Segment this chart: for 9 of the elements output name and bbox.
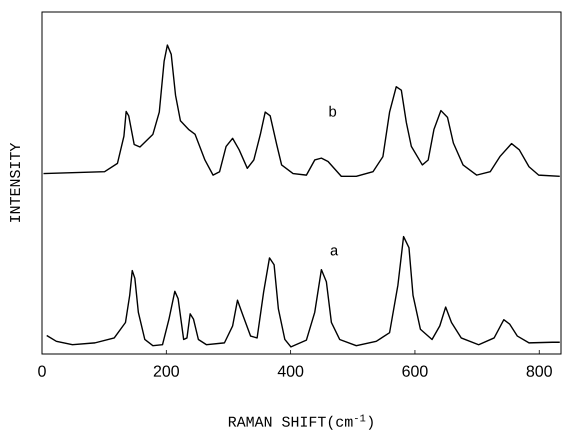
x-tick-label: 0 [38,366,46,377]
x-tick-label: 600 [402,366,428,377]
x-tick-label: 800 [526,366,552,377]
x-tick-label: 200 [154,366,179,377]
x-axis-title: RAMAN SHIFT(cm$^{-1}$) [228,414,373,430]
y-axis-title: INTENSITY [10,142,20,222]
x-tick-label: 400 [278,366,304,377]
series-label: a [330,247,338,256]
text: b [329,106,336,117]
